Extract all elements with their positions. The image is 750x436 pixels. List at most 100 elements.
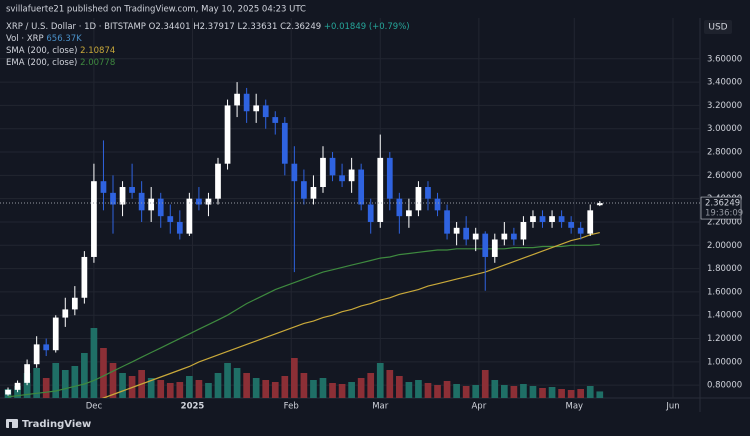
candle-body [339,175,345,182]
volume-bar [243,373,250,398]
volume-bar [386,370,394,398]
plot-area [4,82,604,398]
volume-bar [453,384,460,398]
y-tick-label: 1.20000 [707,334,742,344]
candle-body [262,105,269,118]
volume-bar [300,373,308,398]
volume-bar [462,386,470,398]
candle-body [234,93,240,106]
x-tick-label: Feb [284,402,299,412]
volume-bar [548,387,556,398]
y-tick-label: 2.00000 [707,241,742,251]
currency-badge [704,20,732,34]
ohlc-value: 2.37917 [200,22,238,32]
candle-body [320,157,326,188]
volume-bar [81,353,88,398]
volume-bar [500,385,508,398]
candle-body [215,163,221,199]
candle-body [377,157,384,222]
candle-body [129,187,135,193]
volume-bar [424,383,432,398]
volume-bar [186,376,193,398]
candle-body [348,169,355,182]
candle-body [14,382,21,390]
candle-body [52,317,59,351]
ema-line [7,243,600,398]
volume-bar [415,380,422,398]
candle-body [91,181,97,257]
candle-body [434,198,441,211]
candle-body [291,163,298,182]
candle-body [196,198,202,205]
candle-body [100,181,107,193]
ema-value: 2.00778 [80,58,115,68]
y-tick-label: 1.80000 [707,264,742,274]
volume-bar [310,380,317,398]
volume-bar [596,391,604,398]
candle-body [205,198,212,205]
candle-body [329,157,336,176]
candle-body [358,169,365,205]
legend-line: Vol · XRP 656.37K [6,34,82,44]
volume-bar [348,382,355,398]
candle-body [511,233,517,240]
volume-bar [586,386,594,398]
candle-body [587,210,594,234]
ohlc-key: O [149,22,156,32]
candle-body [530,216,536,222]
volume-bar [281,376,289,398]
volume-bar [396,376,403,398]
volume-bar [195,380,203,398]
volume-bar [529,386,537,398]
volume-bar [233,368,241,398]
candle-body [491,239,498,257]
sma-name: SMA (200, close) [6,46,80,56]
candle-body [482,233,489,257]
candle-body [167,216,174,222]
candle-body [224,105,231,164]
candle-body [71,297,78,310]
volume-bar [109,363,117,398]
x-tick-label: Mar [372,402,389,412]
candle-body [272,117,279,123]
candle-body [110,192,116,205]
candle-body [453,227,460,234]
ohlc-key: H [193,22,199,32]
x-tick-label: May [566,402,584,412]
volume-bar [443,381,451,398]
candle-body [281,122,288,164]
y-tick-label: 3.20000 [707,101,742,111]
volume-bar [157,380,165,398]
candle-body [444,210,450,234]
volume-value: 656.37K [46,34,82,44]
candle-body [24,364,30,383]
volume-bar [23,373,31,398]
candle-body [577,227,584,234]
candle-body [568,221,575,228]
candle-body [157,198,164,217]
volume-bar [291,358,298,398]
y-tick-label: 3.00000 [707,124,742,134]
x-tick-label: 2025 [181,402,205,412]
sma-value: 2.10874 [80,46,115,56]
candle-body [386,157,393,199]
currency: USD [708,23,727,33]
candle-body [310,187,317,199]
volume-bar [166,383,174,398]
header: svillafuerte21 published on TradingView.… [6,5,306,15]
volume-bar [367,373,375,398]
candle-body [406,210,412,217]
candle-body [62,309,69,318]
y-tick-label: 3.60000 [707,54,742,64]
ohlc-value: 2.34401 [155,22,193,32]
volume-bar [176,382,184,398]
volume-bar [510,386,518,398]
volume-bar [319,378,327,398]
y-tick-label: 1.40000 [707,311,742,321]
symbol: XRP / U.S. Dollar · 1D · BITSTAMP [6,22,149,32]
footer-logo [6,419,18,428]
candle-body [81,256,88,298]
footer: TradingView [22,419,91,430]
sma-line [101,232,600,398]
